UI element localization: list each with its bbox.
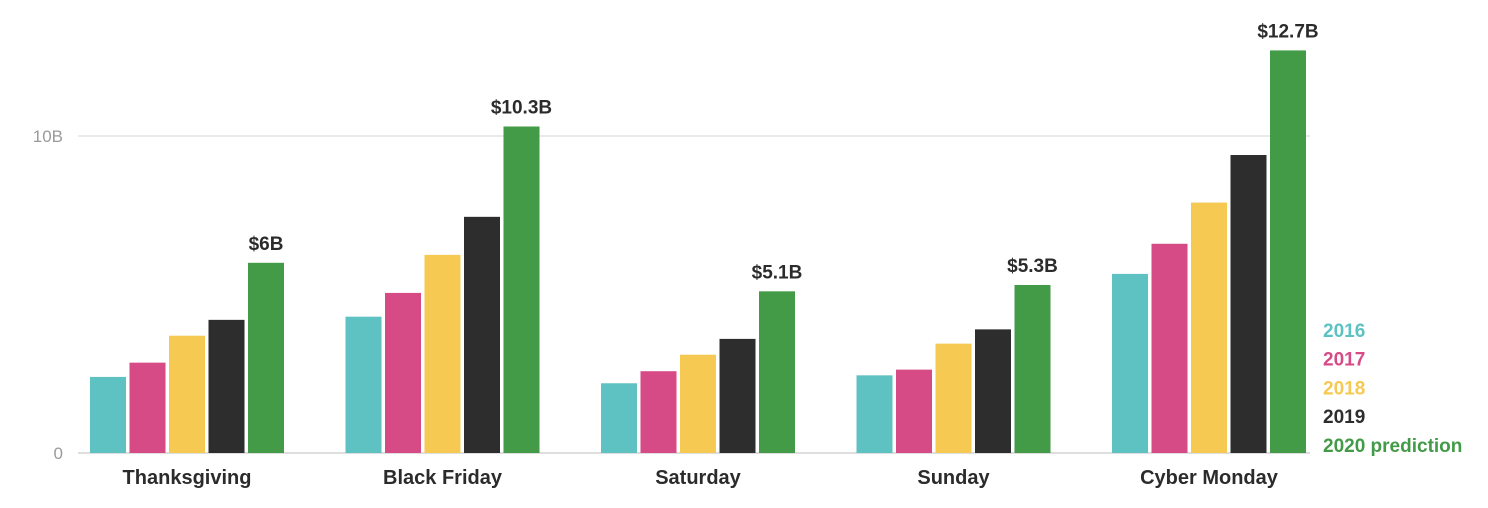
- bar: [208, 319, 245, 453]
- y-tick-label: 0: [54, 444, 63, 463]
- y-tick-label: 10B: [33, 127, 63, 146]
- category-label: Cyber Monday: [1140, 467, 1279, 489]
- bar: [640, 371, 677, 453]
- legend-entry: 2019: [1323, 407, 1365, 428]
- data-label: $5.3B: [1007, 256, 1058, 277]
- legend-entry: 2020 prediction: [1323, 436, 1462, 457]
- bar: [464, 216, 500, 453]
- bar: [1270, 50, 1306, 453]
- legend-entry: 2016: [1323, 321, 1365, 342]
- legend-entry: 2018: [1323, 378, 1365, 399]
- data-labels: $6B $10.3B $5.1B $5.3B $12.7B: [249, 21, 1319, 283]
- category-label: Sunday: [917, 467, 990, 489]
- bar: [1191, 202, 1227, 453]
- bar: [503, 126, 540, 454]
- bar: [935, 343, 972, 453]
- bar: [1230, 155, 1267, 453]
- bar: [90, 376, 126, 453]
- bar: [129, 362, 166, 453]
- bar: [385, 292, 421, 453]
- data-label: $10.3B: [491, 97, 552, 118]
- data-label: $12.7B: [1257, 21, 1318, 42]
- x-axis-labels: Thanksgiving Black Friday Saturday Sunday Cy…: [123, 467, 1279, 489]
- bar: [424, 254, 461, 453]
- legend: 2016 2017 2018 2019 2020 prediction: [1323, 321, 1462, 457]
- category-label: Black Friday: [383, 467, 503, 489]
- bar: [719, 338, 756, 453]
- bars: [90, 50, 1306, 454]
- data-label: $6B: [249, 234, 284, 255]
- bar: [345, 316, 382, 453]
- bar: [169, 335, 205, 453]
- data-label: $5.1B: [752, 262, 803, 283]
- bar: [680, 354, 716, 453]
- bar: [248, 262, 284, 453]
- bar: [1014, 284, 1051, 453]
- category-label: Thanksgiving: [123, 467, 252, 489]
- bar: [601, 383, 637, 453]
- bar: [975, 329, 1011, 453]
- bar: [759, 291, 795, 453]
- bar: [856, 375, 893, 453]
- bar: [896, 369, 932, 453]
- y-axis-ticks: 0 10B: [33, 127, 63, 463]
- legend-entry: 2017: [1323, 350, 1365, 371]
- category-label: Saturday: [655, 467, 741, 489]
- bar: [1151, 243, 1188, 453]
- bar: [1112, 273, 1148, 453]
